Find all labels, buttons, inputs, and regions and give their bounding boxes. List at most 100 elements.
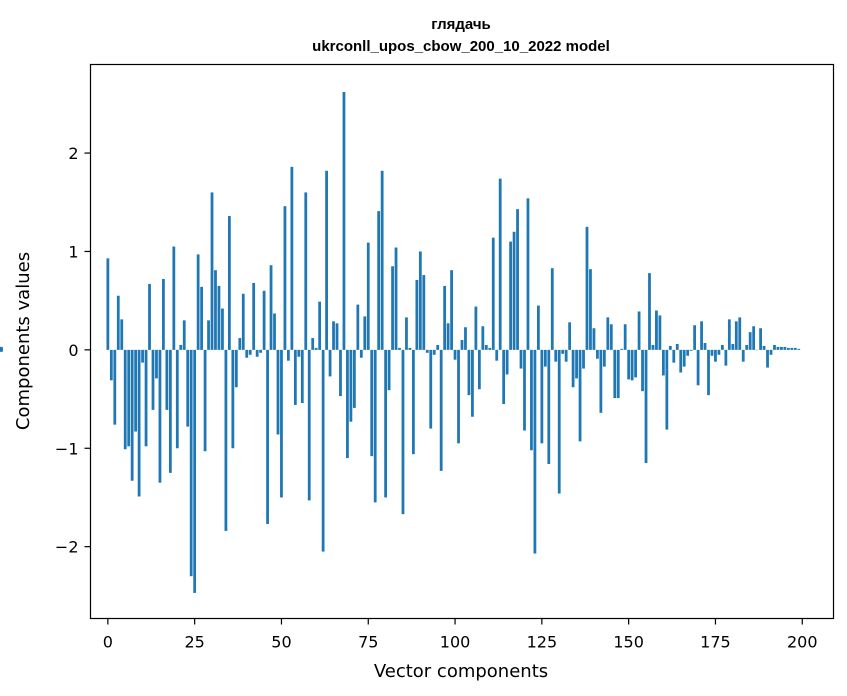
bars-group — [0, 92, 801, 593]
bar — [234, 349, 238, 388]
bar — [675, 343, 679, 350]
bar — [679, 349, 683, 373]
bar — [0, 347, 3, 350]
x-tick-label: 50 — [271, 633, 291, 652]
bar — [238, 338, 242, 350]
bar — [325, 170, 328, 350]
chart-subtitle: ukrconll_upos_cbow_200_10_2022 model — [312, 38, 610, 55]
bar — [651, 344, 655, 350]
bar — [536, 305, 540, 350]
bar — [575, 349, 578, 379]
bar — [116, 295, 120, 350]
bar — [342, 92, 346, 350]
bar — [162, 279, 165, 350]
y-tick-label: −1 — [55, 439, 79, 458]
bar — [436, 344, 440, 350]
bar — [123, 349, 127, 450]
bar — [464, 327, 467, 350]
bar — [637, 311, 641, 350]
bar — [596, 349, 599, 359]
bar — [516, 209, 519, 350]
bar — [655, 310, 658, 350]
bar — [429, 349, 433, 429]
bar — [349, 349, 353, 422]
bar — [783, 346, 787, 350]
bar — [585, 226, 589, 350]
bar — [734, 321, 738, 350]
bar — [259, 349, 263, 353]
bar — [630, 349, 634, 381]
x-tick-label: 175 — [700, 633, 731, 652]
y-tick-label: 1 — [68, 242, 78, 261]
bar — [519, 349, 523, 369]
bar — [790, 347, 794, 350]
bar — [776, 346, 780, 350]
x-tick-label: 150 — [613, 633, 644, 652]
bar — [488, 347, 492, 350]
bar — [693, 325, 697, 350]
y-tick-label: 0 — [68, 341, 78, 360]
bar — [189, 349, 193, 577]
bar — [557, 349, 561, 494]
bar — [283, 206, 287, 350]
bar — [141, 349, 144, 363]
bar — [352, 349, 356, 408]
bar — [526, 198, 530, 350]
bar — [266, 349, 269, 525]
bar — [477, 349, 481, 390]
bar — [457, 349, 460, 444]
bar — [231, 349, 235, 449]
bar — [714, 349, 717, 362]
bar — [304, 192, 308, 350]
bar — [412, 349, 415, 455]
bar — [599, 349, 603, 413]
bar — [703, 342, 707, 350]
bar — [620, 348, 624, 350]
bar — [269, 265, 273, 350]
bar — [606, 317, 610, 350]
bar — [113, 349, 117, 425]
bar — [245, 349, 249, 358]
bar — [196, 254, 200, 350]
bar — [255, 349, 259, 357]
chart-title: глядачь — [431, 16, 491, 33]
bar — [540, 349, 544, 444]
bar — [363, 316, 367, 350]
bar — [387, 349, 391, 391]
y-axis-label: Components values — [13, 252, 34, 430]
bar — [512, 231, 516, 350]
bar — [106, 258, 110, 350]
bar — [533, 349, 537, 554]
bar — [502, 349, 506, 404]
bar — [543, 349, 547, 367]
bar — [609, 324, 613, 350]
bar — [130, 349, 134, 481]
bar — [262, 290, 266, 350]
bar — [172, 246, 176, 350]
x-tick-label: 125 — [527, 633, 558, 652]
bar — [738, 317, 742, 350]
bar — [547, 349, 551, 465]
bar — [530, 349, 533, 451]
bar — [561, 349, 565, 354]
bar — [498, 178, 502, 350]
bar — [200, 286, 203, 350]
bar — [568, 322, 572, 350]
bar — [793, 347, 797, 350]
y-axis-ticks: −2 −1 0 1 2 — [55, 144, 91, 557]
bar — [439, 349, 443, 471]
bar — [623, 324, 627, 350]
bar — [144, 349, 148, 447]
bar — [786, 347, 790, 350]
bar — [613, 349, 617, 399]
bar — [759, 328, 762, 350]
bar — [627, 349, 631, 380]
bar — [293, 349, 297, 405]
bar — [207, 320, 210, 350]
bar — [109, 349, 113, 381]
bar — [401, 349, 405, 515]
bar — [203, 349, 207, 452]
bar — [727, 319, 731, 350]
bar — [415, 280, 419, 350]
x-tick-label: 0 — [103, 633, 113, 652]
